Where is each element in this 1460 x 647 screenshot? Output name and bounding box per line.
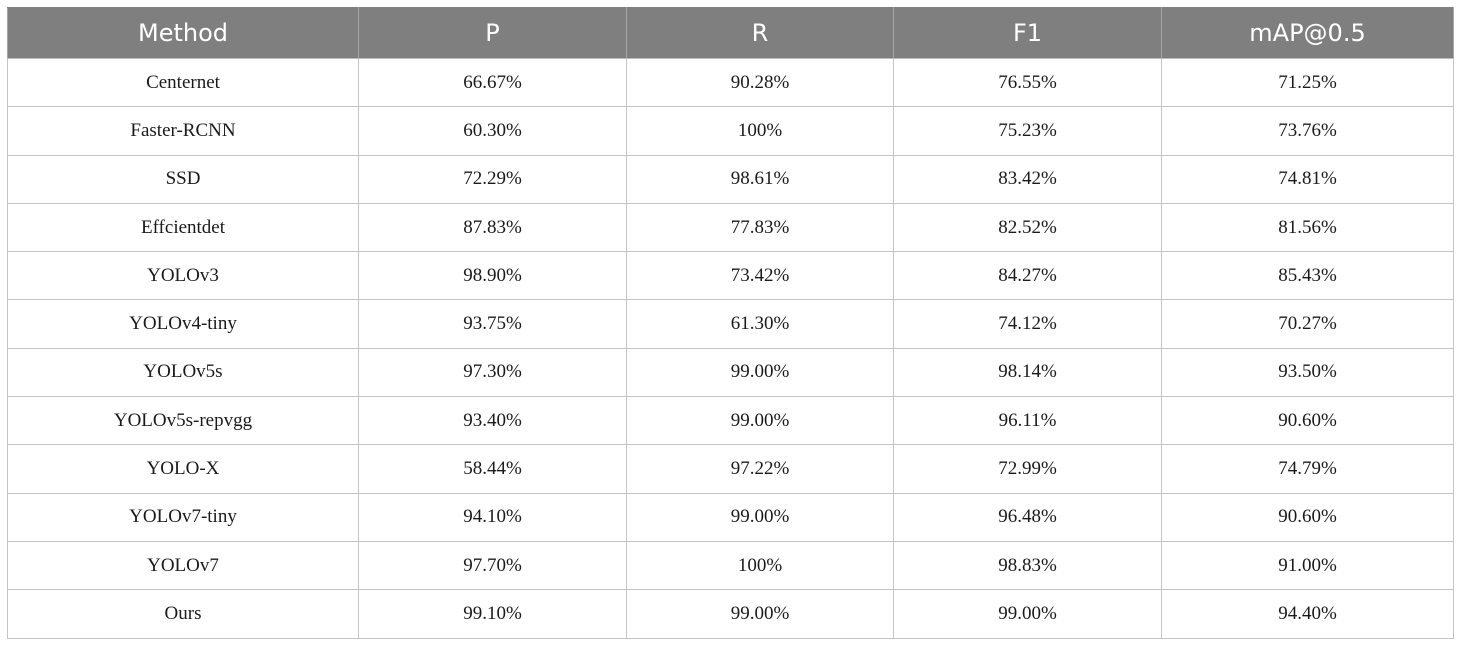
r-cell: 77.83%: [626, 202, 894, 253]
f1-cell: 98.83%: [893, 540, 1162, 591]
table-row: Faster-RCNN 60.30% 100% 75.23% 73.76%: [7, 106, 1454, 156]
method-cell: Ours: [7, 589, 359, 639]
r-cell: 100%: [626, 540, 894, 591]
header-map: mAP@0.5: [1161, 7, 1454, 59]
table-row: Ours 99.10% 99.00% 99.00% 94.40%: [7, 589, 1454, 639]
p-cell: 72.29%: [358, 154, 627, 204]
map-cell: 93.50%: [1161, 347, 1454, 398]
header-row: Method P R F1 mAP@0.5: [7, 7, 1454, 59]
method-cell: YOLOv5s-repvgg: [7, 396, 359, 446]
r-cell: 61.30%: [626, 299, 894, 349]
method-cell: YOLOv5s: [7, 347, 359, 398]
map-cell: 73.76%: [1161, 106, 1454, 156]
r-cell: 99.00%: [626, 492, 894, 542]
method-cell: YOLO-X: [7, 444, 359, 494]
map-cell: 70.27%: [1161, 299, 1454, 349]
f1-cell: 83.42%: [893, 154, 1162, 204]
map-cell: 91.00%: [1161, 540, 1454, 591]
r-cell: 100%: [626, 106, 894, 156]
p-cell: 60.30%: [358, 106, 627, 156]
p-cell: 99.10%: [358, 589, 627, 639]
table-row: Effcientdet 87.83% 77.83% 82.52% 81.56%: [7, 202, 1454, 253]
r-cell: 99.00%: [626, 589, 894, 639]
table-row: YOLO-X 58.44% 97.22% 72.99% 74.79%: [7, 444, 1454, 494]
map-cell: 74.79%: [1161, 444, 1454, 494]
map-cell: 71.25%: [1161, 57, 1454, 108]
header-method: Method: [7, 7, 359, 59]
r-cell: 97.22%: [626, 444, 894, 494]
method-cell: YOLOv7: [7, 540, 359, 591]
p-cell: 93.40%: [358, 396, 627, 446]
method-cell: YOLOv7-tiny: [7, 492, 359, 542]
table-row: SSD 72.29% 98.61% 83.42% 74.81%: [7, 154, 1454, 204]
table-row: YOLOv4-tiny 93.75% 61.30% 74.12% 70.27%: [7, 299, 1454, 349]
p-cell: 97.30%: [358, 347, 627, 398]
r-cell: 98.61%: [626, 154, 894, 204]
r-cell: 99.00%: [626, 396, 894, 446]
f1-cell: 98.14%: [893, 347, 1162, 398]
method-cell: Effcientdet: [7, 202, 359, 253]
f1-cell: 84.27%: [893, 251, 1162, 301]
method-cell: YOLOv4-tiny: [7, 299, 359, 349]
map-cell: 90.60%: [1161, 492, 1454, 542]
map-cell: 90.60%: [1161, 396, 1454, 446]
f1-cell: 96.48%: [893, 492, 1162, 542]
table-row: Centernet 66.67% 90.28% 76.55% 71.25%: [7, 57, 1454, 108]
map-cell: 74.81%: [1161, 154, 1454, 204]
table-row: YOLOv7-tiny 94.10% 99.00% 96.48% 90.60%: [7, 492, 1454, 542]
r-cell: 90.28%: [626, 57, 894, 108]
p-cell: 87.83%: [358, 202, 627, 253]
table-body: Centernet 66.67% 90.28% 76.55% 71.25% Fa…: [7, 57, 1454, 639]
f1-cell: 76.55%: [893, 57, 1162, 108]
method-cell: SSD: [7, 154, 359, 204]
header-p: P: [358, 7, 627, 59]
r-cell: 99.00%: [626, 347, 894, 398]
results-table: Method P R F1 mAP@0.5 Centernet 66.67% 9…: [7, 7, 1454, 639]
f1-cell: 74.12%: [893, 299, 1162, 349]
f1-cell: 75.23%: [893, 106, 1162, 156]
p-cell: 66.67%: [358, 57, 627, 108]
r-cell: 73.42%: [626, 251, 894, 301]
table-header: Method P R F1 mAP@0.5: [7, 7, 1454, 59]
results-table-container: Method P R F1 mAP@0.5 Centernet 66.67% 9…: [7, 7, 1454, 639]
map-cell: 94.40%: [1161, 589, 1454, 639]
table-row: YOLOv7 97.70% 100% 98.83% 91.00%: [7, 540, 1454, 591]
table-row: YOLOv5s-repvgg 93.40% 99.00% 96.11% 90.6…: [7, 396, 1454, 446]
method-cell: Centernet: [7, 57, 359, 108]
map-cell: 85.43%: [1161, 251, 1454, 301]
f1-cell: 72.99%: [893, 444, 1162, 494]
p-cell: 97.70%: [358, 540, 627, 591]
p-cell: 98.90%: [358, 251, 627, 301]
table-row: YOLOv3 98.90% 73.42% 84.27% 85.43%: [7, 251, 1454, 301]
p-cell: 58.44%: [358, 444, 627, 494]
f1-cell: 82.52%: [893, 202, 1162, 253]
header-r: R: [626, 7, 894, 59]
f1-cell: 96.11%: [893, 396, 1162, 446]
p-cell: 93.75%: [358, 299, 627, 349]
f1-cell: 99.00%: [893, 589, 1162, 639]
map-cell: 81.56%: [1161, 202, 1454, 253]
method-cell: Faster-RCNN: [7, 106, 359, 156]
method-cell: YOLOv3: [7, 251, 359, 301]
p-cell: 94.10%: [358, 492, 627, 542]
header-f1: F1: [893, 7, 1162, 59]
table-row: YOLOv5s 97.30% 99.00% 98.14% 93.50%: [7, 347, 1454, 398]
